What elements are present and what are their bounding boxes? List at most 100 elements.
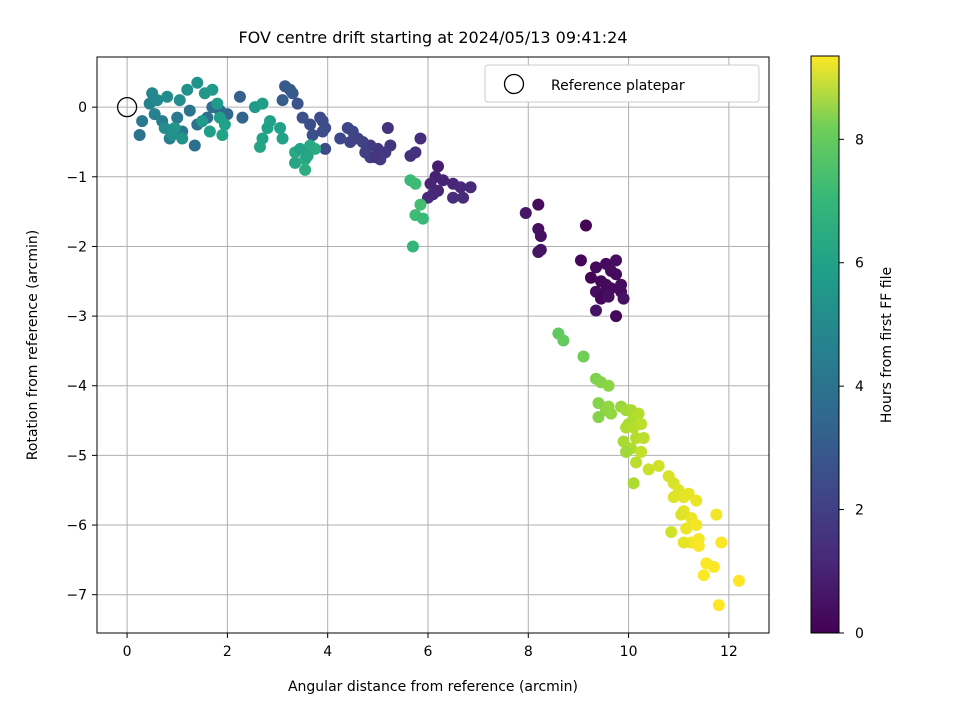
scatter-point <box>181 83 194 96</box>
scatter-point <box>236 111 249 124</box>
colorbar-tick-label: 2 <box>855 503 864 519</box>
scatter-point <box>151 94 164 107</box>
x-tick-label: 8 <box>524 644 533 660</box>
scatter-point <box>620 445 633 458</box>
scatter-point <box>617 292 630 305</box>
reference-marker <box>116 96 138 118</box>
y-tick-label: −3 <box>66 309 87 325</box>
y-tick-label: −2 <box>66 239 87 255</box>
scatter-point <box>416 212 429 225</box>
y-tick-label: 0 <box>78 100 87 116</box>
scatter-point <box>211 97 224 110</box>
colorbar-tick-label: 6 <box>855 256 864 272</box>
scatter-point <box>454 181 467 194</box>
scatter-point <box>176 132 189 145</box>
x-tick-label: 2 <box>223 644 232 660</box>
scatter-point <box>369 151 382 164</box>
colorbar-tick-label: 0 <box>855 626 864 642</box>
colorbar-label: Hours from first FF file <box>879 267 895 423</box>
scatter-point <box>274 122 287 135</box>
scatter-point <box>171 111 184 124</box>
colorbar-ticks: 0 2 4 6 8 <box>839 132 864 642</box>
scatter-point <box>136 115 149 128</box>
colorbar-tick-label: 8 <box>855 132 864 148</box>
scatter-point <box>294 142 307 155</box>
x-tick-label: 0 <box>123 644 132 660</box>
legend-label: Reference platepar <box>551 78 685 94</box>
scatter-point <box>161 90 174 103</box>
x-tick-label: 10 <box>620 644 638 660</box>
scatter-point <box>253 140 266 153</box>
scatter-point <box>196 115 209 128</box>
scatter-point <box>334 132 347 145</box>
legend-reference-marker-icon <box>503 73 525 95</box>
scatter-point <box>712 599 725 612</box>
scatter-point <box>279 80 292 93</box>
scatter-point <box>289 156 302 169</box>
x-tick-label: 12 <box>720 644 738 660</box>
scatter-point <box>602 379 615 392</box>
scatter-point <box>166 129 179 142</box>
scatter-point <box>635 418 648 431</box>
scatter-point <box>574 254 587 267</box>
scatter-point <box>682 487 695 500</box>
scatter-point <box>309 142 322 155</box>
chart-title: FOV centre drift starting at 2024/05/13 … <box>238 28 627 47</box>
scatter-point <box>316 125 329 138</box>
scatter-point <box>610 310 623 323</box>
scatter-point <box>457 191 470 204</box>
scatter-point <box>610 254 623 267</box>
scatter-point <box>602 290 615 303</box>
scatter-point <box>188 139 201 152</box>
scatter-point <box>296 111 309 124</box>
scatter-point <box>710 508 723 521</box>
scatter-point <box>692 539 705 552</box>
scatter-point <box>406 240 419 253</box>
scatter-point <box>627 477 640 490</box>
scatter-point <box>557 334 570 347</box>
scatter-point <box>577 350 590 363</box>
scatter-point <box>191 76 204 89</box>
scatter-point <box>617 435 630 448</box>
scatter-point <box>414 132 427 145</box>
scatter-points <box>133 76 745 612</box>
scatter-point <box>584 271 597 284</box>
scatter-point <box>447 191 460 204</box>
y-tick-label: −1 <box>66 170 87 186</box>
y-tick-label: −7 <box>66 588 87 604</box>
x-axis-label: Angular distance from reference (arcmin) <box>288 679 578 695</box>
y-axis-ticks: 0 −1 −2 −3 −4 −5 −6 −7 <box>66 100 97 604</box>
colorbar <box>810 55 840 634</box>
scatter-point <box>592 411 605 424</box>
colorbar-tick-label: 4 <box>855 379 864 395</box>
scatter-point <box>579 219 592 232</box>
scatter-point <box>532 246 545 259</box>
scatter-point <box>635 445 648 458</box>
scatter-point <box>690 519 703 532</box>
scatter-point <box>605 407 618 420</box>
scatter-point <box>148 108 161 121</box>
scatter-point <box>432 160 445 173</box>
y-axis-label: Rotation from reference (arcmin) <box>25 230 41 460</box>
scatter-point <box>589 304 602 317</box>
scatter-point <box>183 104 196 117</box>
scatter-point <box>409 146 422 159</box>
y-tick-label: −5 <box>66 448 87 464</box>
scatter-point <box>715 536 728 549</box>
reference-platepar-point <box>116 96 138 118</box>
scatter-point <box>276 132 289 145</box>
scatter-point <box>319 142 332 155</box>
scatter-point <box>592 397 605 410</box>
scatter-point <box>421 191 434 204</box>
scatter-point <box>677 536 690 549</box>
scatter-point <box>690 494 703 507</box>
scatter-point <box>299 163 312 176</box>
scatter-point <box>206 83 219 96</box>
scatter-point <box>344 135 357 148</box>
scatter-point <box>301 149 314 162</box>
scatter-point <box>652 459 665 472</box>
scatter-point <box>632 407 645 420</box>
scatter-point <box>233 90 246 103</box>
scatter-point <box>534 229 547 242</box>
